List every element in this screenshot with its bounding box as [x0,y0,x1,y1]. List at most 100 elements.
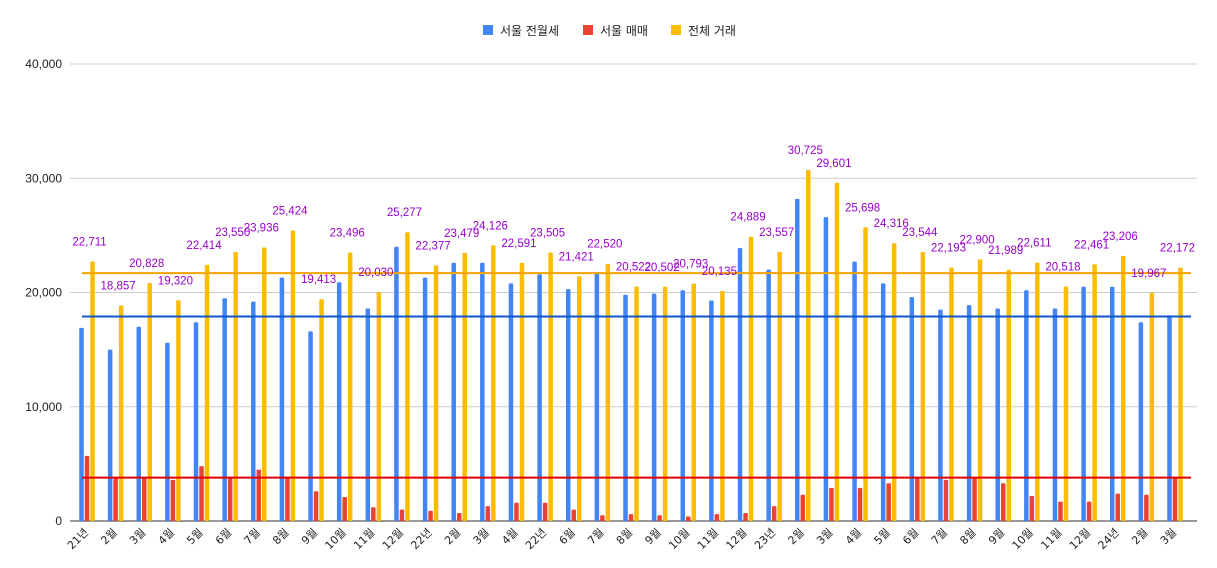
bar-series1-26 [795,198,800,521]
bar-series3-37 [1120,255,1126,521]
bar-series3-36 [1092,264,1097,521]
y-tick-label: 10,000 [25,400,62,414]
bar-series1-30 [909,297,915,521]
data-label: 22,414 [186,240,222,252]
bar-series2-2 [113,477,118,521]
x-tick-label: 9월 [986,526,1007,547]
legend-swatch-3 [671,25,681,35]
bar-series3-18 [576,276,582,521]
x-tick-label: 9월 [299,526,320,547]
data-label: 20,793 [673,258,708,270]
bar-series2-33 [1000,483,1006,521]
x-tick-label: 5월 [872,526,893,547]
x-tick-label: 11월 [1038,526,1064,552]
bar-series3-10 [347,252,353,521]
data-label: 22,461 [1074,239,1109,251]
bar-series2-14 [456,513,462,521]
bar-series3-1 [90,261,95,521]
bar-series1-38 [1138,322,1144,521]
bar-series3-17 [548,252,553,521]
bar-series1-12 [394,246,399,522]
bar-series3-29 [891,243,897,521]
bar-series2-9 [313,491,319,521]
data-label: 19,413 [301,274,336,286]
data-label: 29,601 [816,158,851,170]
x-tick-label: 4월 [156,526,177,547]
bar-series2-29 [886,483,891,521]
y-tick-label: 0 [55,514,62,528]
data-label: 20,135 [702,266,737,278]
x-tick-label: 5월 [184,526,205,547]
bar-series2-20 [628,514,634,521]
bar-series1-39 [1167,315,1172,521]
data-labels-group: 22,711 18,857 20,828 19,320 22,41423,55023,9… [72,145,1195,293]
data-label: 23,544 [902,227,938,239]
bar-series3-3 [147,283,153,521]
legend-label-1: 서울 전월세 [500,24,559,38]
bar-series2-16 [514,502,519,521]
bar-series2-18 [571,509,576,521]
x-tick-label: 22년 [408,526,434,552]
data-label: 23,936 [244,223,279,235]
data-label: 25,698 [845,202,880,214]
bar-series1-36 [1081,286,1086,521]
bar-series1-8 [279,277,285,521]
bar-series3-38 [1149,292,1155,521]
bar-series3-33 [1006,269,1011,521]
bar-series2-6 [227,476,233,521]
bar-series2-36 [1086,501,1092,521]
x-tick-label: 7월 [585,526,606,547]
x-tick-label: 11월 [351,526,377,552]
data-label: 22,520 [587,239,622,251]
x-tick-label: 8월 [957,526,978,547]
data-label: 19,320 [158,275,193,287]
bar-series1-32 [966,305,972,521]
x-tick-label: 7월 [929,526,950,547]
bar-series2-12 [399,509,405,521]
bar-series1-4 [165,342,170,521]
bar-series2-24 [743,513,748,521]
x-tick-label: 2월 [1129,526,1150,547]
bar-series1-28 [852,261,857,521]
bar-series3-14 [462,252,467,521]
data-label: 22,193 [931,242,966,254]
x-tick-label: 2월 [442,526,463,547]
data-label: 20,518 [1045,262,1080,274]
bar-series2-35 [1058,501,1063,521]
data-label: 20,502 [645,262,680,274]
bar-series2-30 [915,477,920,521]
bar-series3-26 [806,169,811,522]
bar-series1-19 [594,271,600,521]
y-tick-label: 30,000 [25,171,62,185]
bar-series1-16 [508,283,514,521]
data-label: 20,522 [616,262,651,274]
x-axis: 21년 2월 3월 4월 5월 6월 7월 8월 9월 10월 11월 12월 22년 2월 3월 4월 22년… [65,526,1179,552]
bar-series1-22 [680,290,686,521]
bar-series2-17 [542,502,548,521]
bar-series2-4 [170,479,176,521]
bar-series1-33 [995,308,1000,521]
x-tick-label: 3월 [471,526,492,547]
data-label: 23,557 [759,227,794,239]
bar-series2-31 [943,479,949,521]
bar-series3-15 [491,245,496,521]
x-tick-label: 8월 [270,526,291,547]
bar-series3-19 [605,263,611,521]
data-label: 23,479 [444,228,479,240]
bar-series2-38 [1144,494,1149,521]
bar-series1-14 [451,262,456,521]
y-tick-label: 40,000 [25,57,62,71]
legend-swatch-1 [483,25,493,35]
bar-series-group [79,169,1183,522]
bar-series2-11 [371,507,376,521]
y-tick-label: 20,000 [25,286,62,300]
bar-series1-5 [193,322,199,521]
data-label: 24,316 [874,218,909,230]
data-label: 20,030 [358,267,393,279]
data-label: 23,550 [215,227,250,239]
data-label: 18,857 [101,281,136,293]
bar-series3-30 [920,252,926,521]
bar-series3-34 [1035,262,1040,521]
data-label: 22,377 [415,240,450,252]
bar-series1-15 [480,262,485,521]
